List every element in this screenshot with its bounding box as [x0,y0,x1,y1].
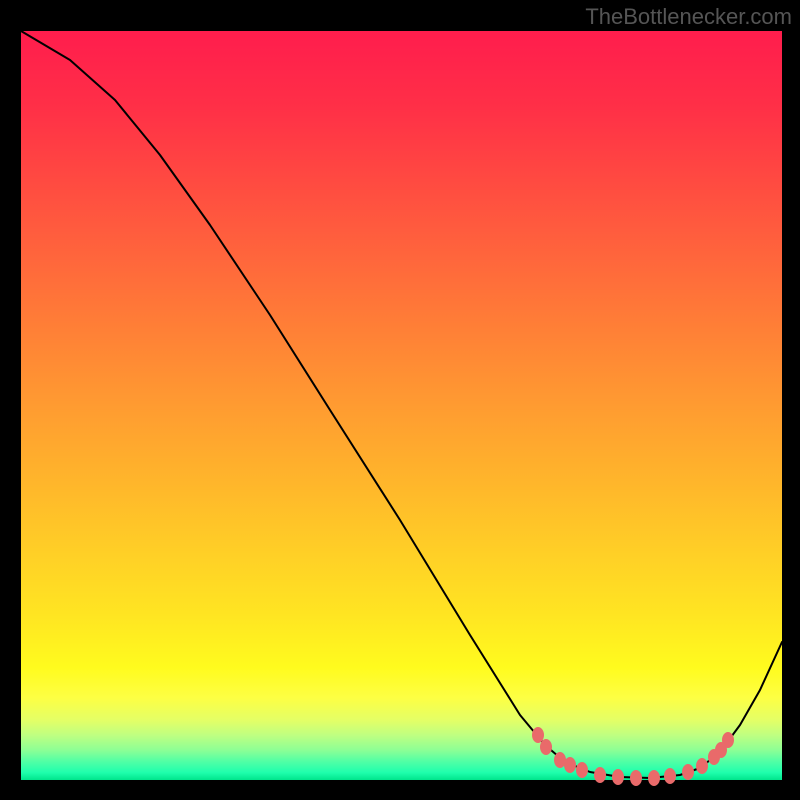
attribution-text: TheBottlenecker.com [585,4,792,30]
chart-container: { "header": { "text": "TheBottlenecker.c… [0,0,800,800]
gradient-background [21,31,782,780]
